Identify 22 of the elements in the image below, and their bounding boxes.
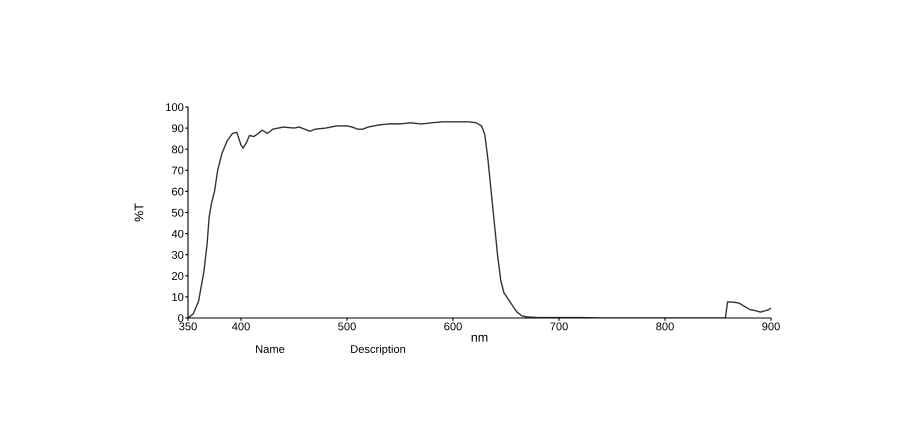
x-tick-label: 400 (232, 322, 250, 330)
x-tick-label: 500 (338, 322, 356, 330)
x-tick-label: 700 (550, 322, 568, 330)
y-tick-label: 80 (172, 145, 184, 154)
y-tick-label: 60 (172, 188, 184, 196)
y-tick-label: 30 (172, 250, 184, 259)
y-tick-label: 10 (172, 293, 184, 302)
y-tick-label: 70 (172, 166, 184, 174)
x-tick-label: 800 (656, 322, 674, 330)
y-tick-label: 100 (166, 103, 184, 112)
y-axis-title: %T (134, 203, 144, 222)
y-tick-label: 50 (172, 208, 184, 217)
y-tick-label: 0 (178, 314, 184, 322)
x-axis-title: nm (472, 334, 488, 342)
y-tick-label: 40 (172, 230, 184, 238)
y-tick-label: 90 (172, 124, 184, 132)
x-tick-label: 600 (444, 322, 462, 330)
text: Description (351, 344, 406, 356)
text: Name (256, 345, 284, 353)
x-tick-label: 900 (762, 322, 780, 330)
x-tick-label: 350 (179, 322, 197, 330)
y-tick-label: 20 (172, 272, 184, 280)
